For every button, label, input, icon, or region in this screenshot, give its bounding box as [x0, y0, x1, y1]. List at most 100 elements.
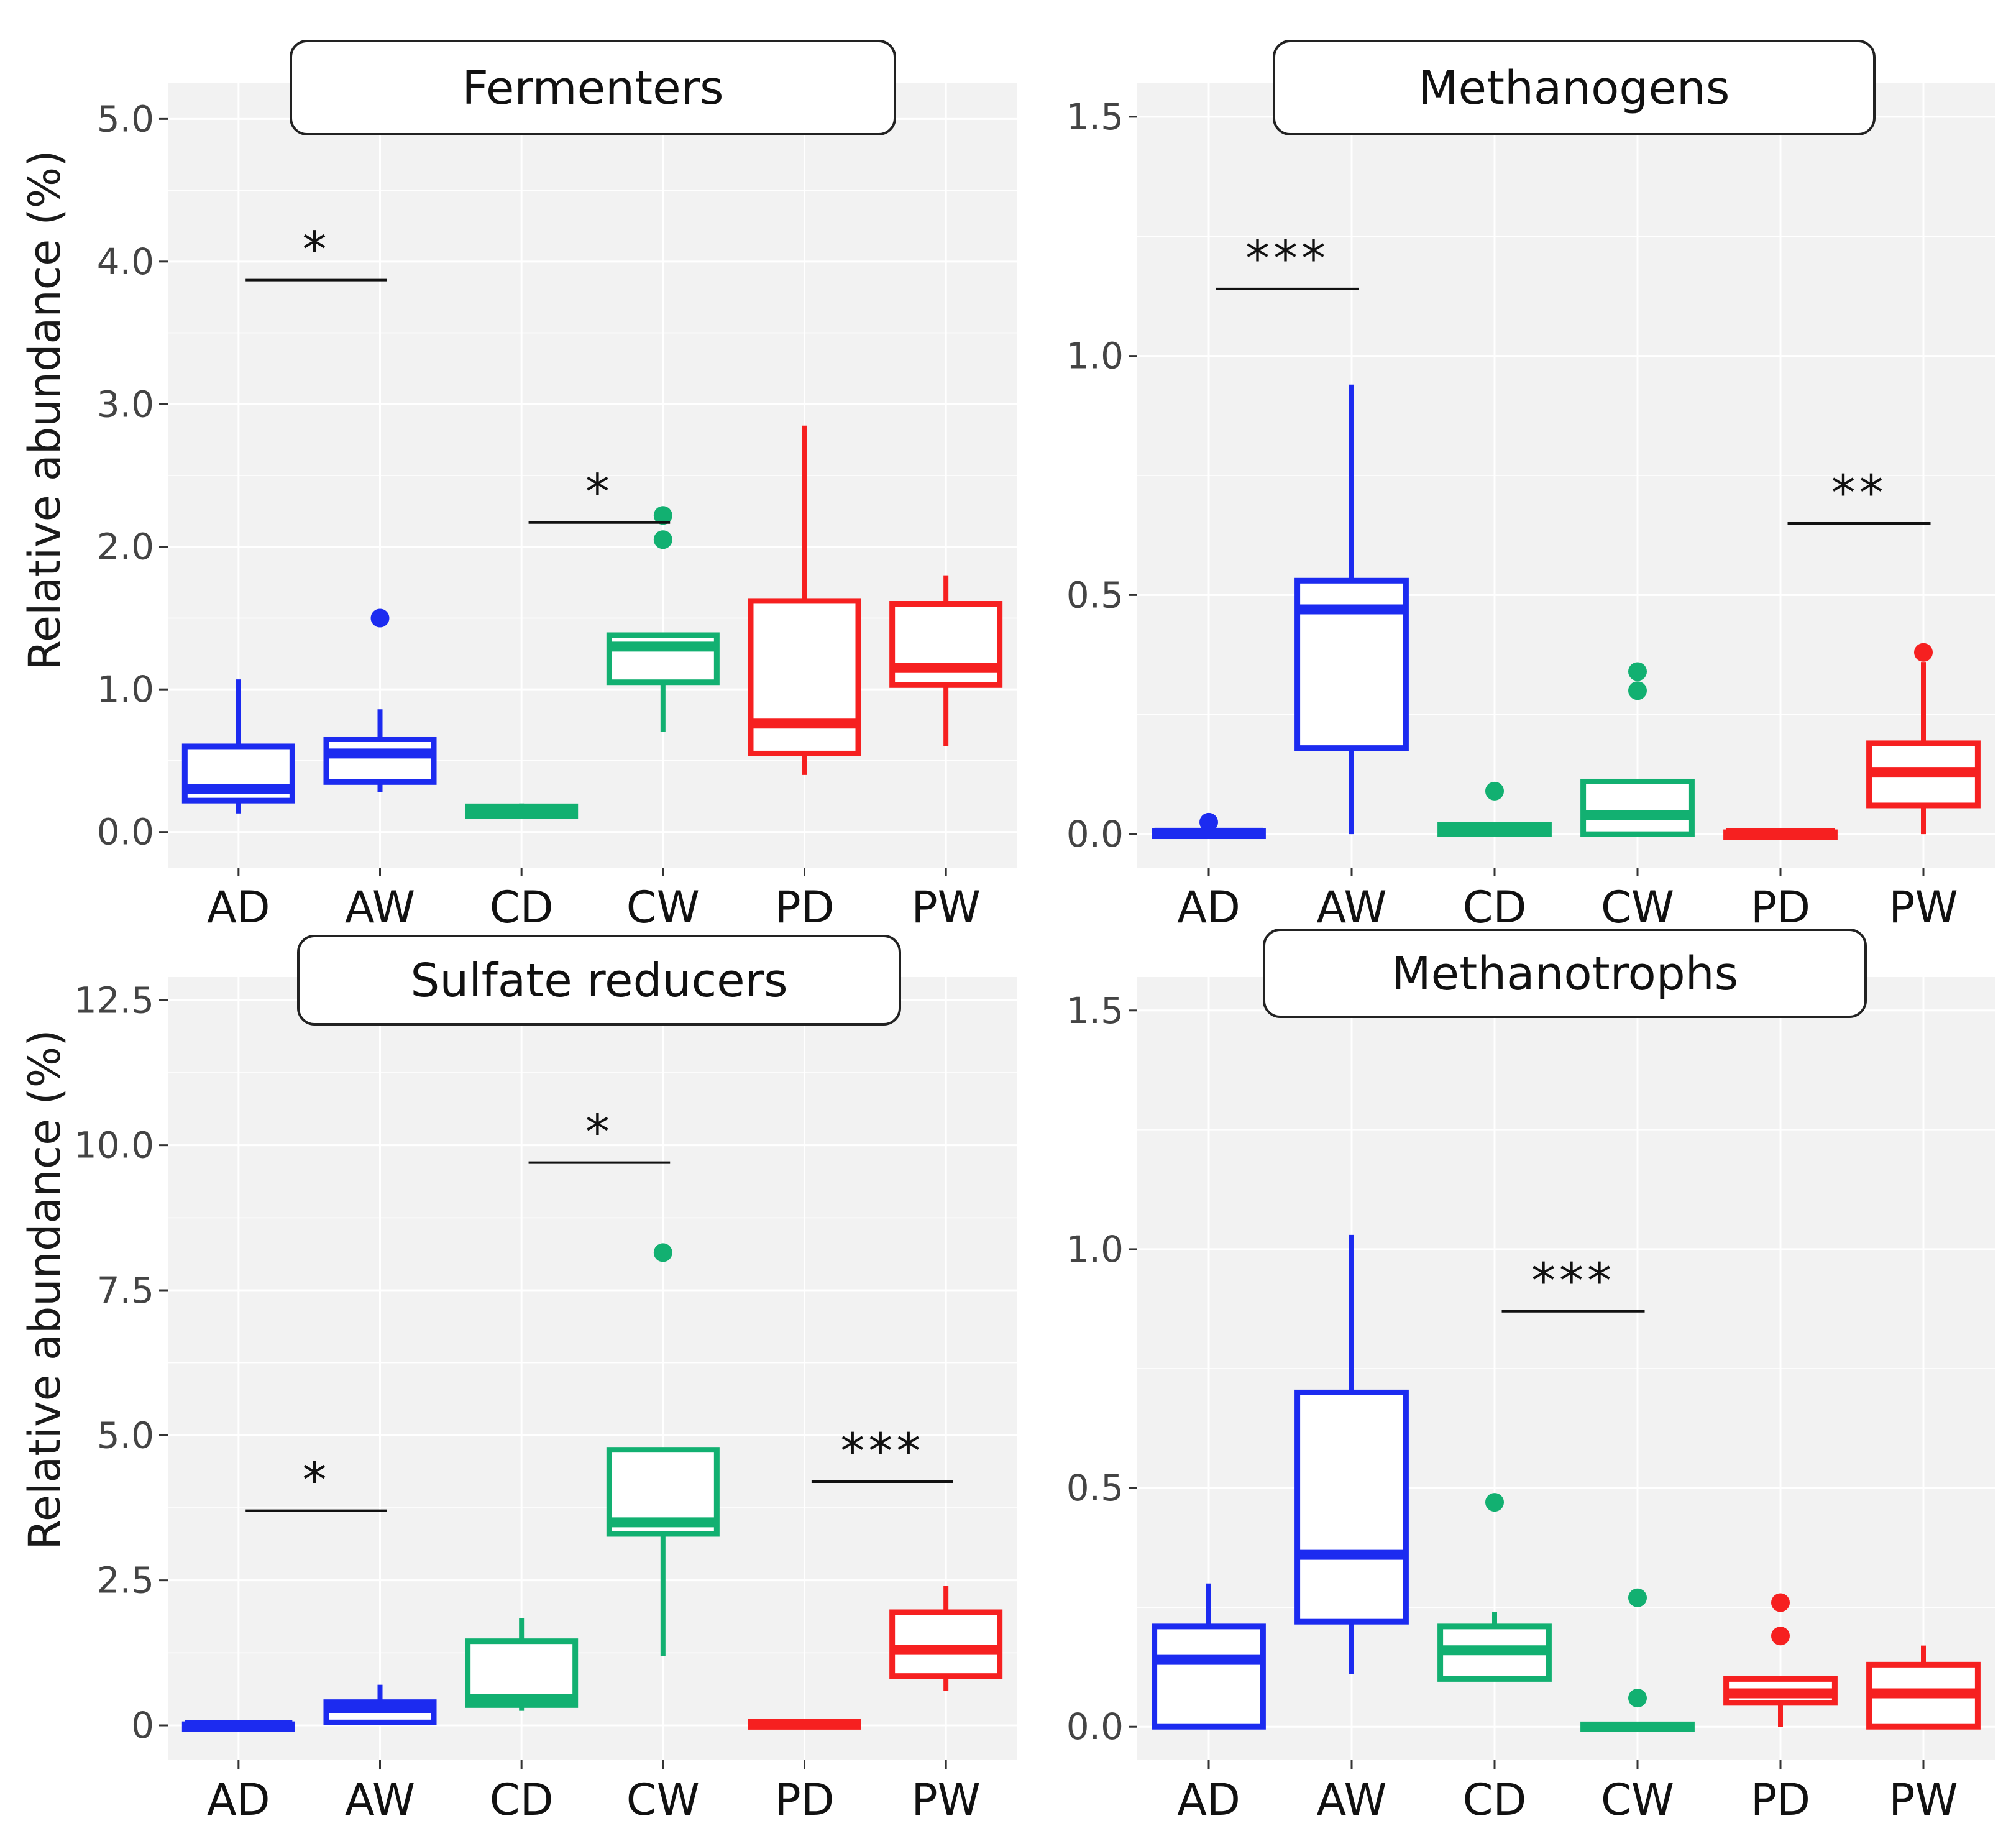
- panel-title-box: [290, 40, 896, 135]
- outlier-point: [1199, 812, 1218, 832]
- significance-label: *: [303, 223, 331, 278]
- panel-methanotrophs: 0.0 0.5 1.0 1.5 AD AW CD CW PD PW *** Methanotrophs: [1066, 929, 1995, 1825]
- y-tick-label: 0.0: [97, 811, 154, 853]
- x-tick-label: AW: [1316, 882, 1386, 933]
- outlier-point: [653, 506, 672, 525]
- outlier-point: [370, 608, 390, 628]
- box-ad: [181, 1720, 295, 1732]
- significance-label: **: [1831, 466, 1887, 521]
- significance-label: ***: [1531, 1254, 1615, 1310]
- box-iqr: [889, 1609, 1003, 1679]
- y-tick-label: 5.0: [97, 1414, 154, 1456]
- outlier-point: [1628, 1588, 1647, 1607]
- significance-label: ***: [840, 1424, 924, 1480]
- x-tick-label: PW: [911, 882, 980, 933]
- panel-title: Methanotrophs: [1391, 947, 1738, 1001]
- box-ad: [1152, 1583, 1266, 1730]
- box-cw: [1580, 662, 1695, 837]
- x-tick-label: CW: [1601, 882, 1674, 933]
- outlier-point: [653, 530, 672, 549]
- y-tick-label: 0.0: [1066, 813, 1124, 855]
- box-pw: [1866, 643, 1981, 835]
- outlier-point: [1485, 781, 1504, 801]
- significance-label: ***: [1245, 231, 1329, 287]
- box-aw: [323, 608, 437, 792]
- box-cd: [1437, 1493, 1552, 1682]
- y-axis-title-top: Relative abundance (%): [19, 150, 70, 670]
- box-aw: [323, 1684, 437, 1725]
- box-iqr: [323, 736, 437, 785]
- outlier-point: [1628, 681, 1647, 700]
- x-tick-label: AD: [207, 882, 270, 933]
- y-axis-title-bottom: Relative abundance (%): [19, 1029, 70, 1549]
- y-tick-label: 0: [131, 1704, 154, 1746]
- x-tick-label: PD: [774, 882, 834, 933]
- x-tick-label: CD: [1463, 882, 1527, 933]
- significance-label: *: [585, 1105, 613, 1161]
- x-tick-label: CD: [490, 882, 554, 933]
- box-cw: [1580, 1588, 1695, 1732]
- box-pd: [748, 1719, 861, 1730]
- x-tick-label: CW: [1601, 1774, 1674, 1825]
- box-pd: [748, 425, 861, 775]
- y-tick-label: 0.5: [1066, 1467, 1124, 1509]
- panel-sulfate-reducers: 02.55.07.510.012.5AD AW CD CW PD PW*****Sulfa…: [74, 935, 1017, 1825]
- box-cw: [606, 506, 720, 733]
- y-tick-label: 1.0: [97, 668, 154, 710]
- x-tick-label: AD: [1177, 1774, 1240, 1825]
- y-tick-label: 4.0: [97, 241, 154, 283]
- y-tick-label: 2.5: [97, 1559, 154, 1602]
- box-pd: [1723, 828, 1838, 840]
- x-tick-label: CD: [1463, 1774, 1527, 1825]
- box-pw: [1866, 1645, 1981, 1730]
- box-cd: [465, 803, 579, 819]
- outlier-point: [1628, 1689, 1647, 1708]
- x-tick-label: PW: [911, 1774, 980, 1825]
- y-tick-label: 3.0: [97, 383, 154, 425]
- panel-title-box: [1263, 929, 1867, 1018]
- panel-title-box: [297, 935, 901, 1026]
- box-pd: [1723, 1593, 1838, 1727]
- y-tick-label: 12.5: [74, 979, 154, 1021]
- y-tick-label: 0.0: [1066, 1705, 1124, 1748]
- x-tick-label: CD: [490, 1774, 554, 1825]
- x-tick-label: PD: [1751, 1774, 1810, 1825]
- x-tick-label: AW: [1316, 1774, 1386, 1825]
- outlier-point: [1485, 1493, 1504, 1512]
- x-tick-label: AD: [207, 1774, 270, 1825]
- box-cd: [1437, 781, 1552, 837]
- box-pw: [889, 575, 1003, 746]
- x-tick-label: AW: [345, 1774, 415, 1825]
- outlier-point: [1628, 662, 1647, 681]
- box-ad: [181, 679, 295, 814]
- x-tick-label: PW: [1889, 1774, 1958, 1825]
- significance-label: *: [585, 465, 613, 521]
- box-cd: [465, 1618, 579, 1711]
- panel-fermenters: 0.0 1.0 2.0 3.0 4.0 5.0 AD AW CD CW PD PW * * Fermente…: [97, 40, 1017, 933]
- box-iqr: [748, 598, 861, 756]
- box-ad: [1152, 812, 1266, 840]
- y-tick-label: 1.0: [1066, 335, 1124, 377]
- panel-title: Sulfate reducers: [410, 954, 787, 1007]
- box-aw: [1294, 384, 1409, 835]
- box-pw: [889, 1586, 1003, 1691]
- box-iqr: [1294, 1389, 1409, 1625]
- outlier-point: [1771, 1593, 1790, 1612]
- y-tick-label: 2.0: [97, 526, 154, 568]
- x-tick-label: AW: [345, 882, 415, 933]
- x-tick-label: CW: [626, 882, 700, 933]
- panel-title: Methanogens: [1419, 62, 1730, 115]
- outlier-point: [653, 1243, 672, 1262]
- y-tick-label: 1.5: [1066, 96, 1124, 138]
- x-tick-label: CW: [626, 1774, 700, 1825]
- panel-title-box: [1273, 40, 1876, 135]
- x-tick-label: PW: [1889, 882, 1958, 933]
- y-tick-label: 1.5: [1066, 989, 1124, 1032]
- y-tick-label: 7.5: [97, 1269, 154, 1311]
- box-cw: [606, 1243, 720, 1656]
- outlier-point: [1771, 1627, 1790, 1646]
- plot-area: [168, 977, 1017, 1760]
- y-tick-label: 0.5: [1066, 574, 1124, 616]
- x-tick-label: AD: [1177, 882, 1240, 933]
- y-tick-label: 10.0: [74, 1124, 154, 1167]
